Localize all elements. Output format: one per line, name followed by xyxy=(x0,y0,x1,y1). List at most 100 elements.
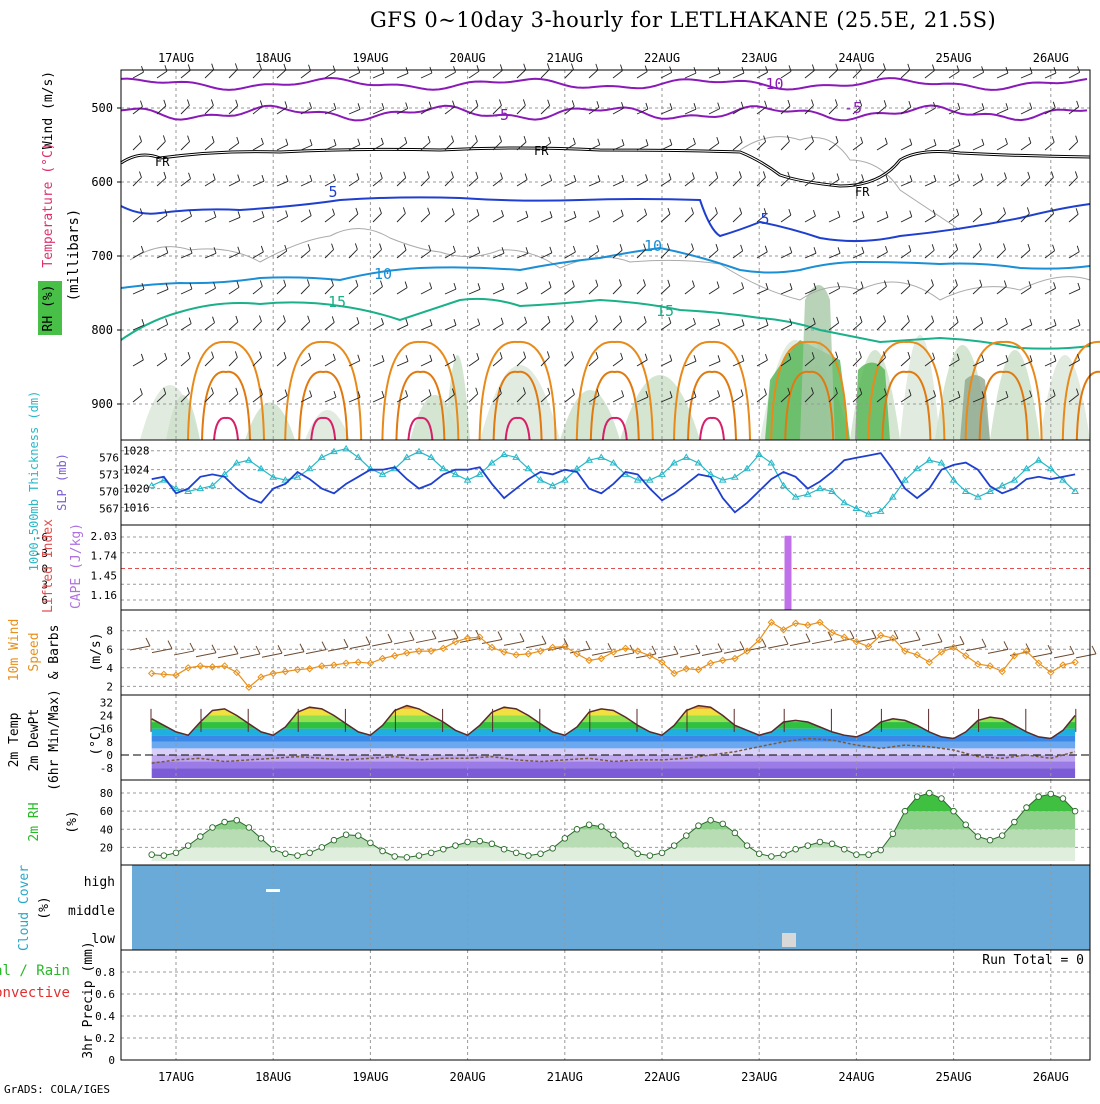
wind-speed-marker xyxy=(743,647,751,655)
cape-bar xyxy=(784,535,792,610)
cloud-level-label: low xyxy=(92,932,116,947)
wind-barb xyxy=(588,216,600,223)
wind-barb xyxy=(396,213,406,223)
wind-barb xyxy=(972,396,985,403)
rh-band xyxy=(151,811,1076,830)
rh-marker xyxy=(865,851,872,858)
wind-barb xyxy=(596,389,600,396)
wind-barb xyxy=(763,208,767,215)
wind-barb xyxy=(405,355,409,362)
wind-barb xyxy=(132,214,143,223)
wind-speed-marker xyxy=(998,667,1006,676)
wind-barb xyxy=(933,390,937,397)
isotherm-20b xyxy=(589,370,640,441)
wind-barb xyxy=(187,352,191,359)
li-tick-label: 3 xyxy=(41,578,48,591)
wind-barb xyxy=(324,179,336,187)
wind-barb xyxy=(636,214,647,223)
rh-shading xyxy=(166,395,200,440)
wind-speed-marker xyxy=(220,662,229,670)
rh-marker xyxy=(950,807,957,815)
wind-barb xyxy=(499,352,503,359)
isotherm-20b xyxy=(978,370,1029,441)
temp-band xyxy=(151,761,1076,769)
wind-barb xyxy=(204,322,215,331)
isotherm-10 xyxy=(120,246,1091,289)
wind-barb xyxy=(852,69,862,79)
wind-barb xyxy=(237,174,241,181)
wind-barb xyxy=(804,252,817,259)
wind-barb xyxy=(1020,72,1033,79)
wind-barb xyxy=(420,360,433,367)
wind-barb xyxy=(546,63,550,70)
rh-marker xyxy=(184,842,192,849)
wind-barb xyxy=(379,172,383,179)
wind-barb-10m xyxy=(129,645,151,651)
wind-speed-marker xyxy=(585,656,593,665)
thickness-marker xyxy=(354,453,363,460)
wind-barb xyxy=(828,216,841,223)
date-label-top: 21AUG xyxy=(547,51,583,65)
slp-tick-label: 1024 xyxy=(123,464,150,477)
wind-barb xyxy=(594,315,598,322)
wind-barb-10m xyxy=(585,640,591,650)
wind-barb xyxy=(300,70,311,79)
wind-barb xyxy=(645,139,649,146)
wind-barb xyxy=(828,288,840,295)
wind-barb xyxy=(156,141,166,151)
isotherm-20 xyxy=(770,340,849,441)
wind-barb xyxy=(420,324,433,331)
wind-barb xyxy=(540,393,551,403)
wind-barb-10m xyxy=(371,641,393,647)
rh-marker xyxy=(452,842,459,849)
wind-barb xyxy=(468,214,480,223)
wind-barb xyxy=(1020,249,1031,259)
wind-barb xyxy=(372,249,382,259)
wind-barb xyxy=(540,287,552,295)
wind-barb xyxy=(972,322,984,331)
wind-barb xyxy=(285,175,289,182)
rh-marker xyxy=(573,826,581,833)
wind-barb xyxy=(228,142,240,151)
wind-barb xyxy=(234,351,238,358)
rh-marker xyxy=(974,833,982,840)
wind-barb xyxy=(669,66,673,73)
wind-barb xyxy=(492,70,503,79)
wind-barb xyxy=(564,394,575,403)
wind-barb xyxy=(588,357,599,367)
date-label-top: 22AUG xyxy=(644,51,680,65)
wind-barb xyxy=(404,136,408,144)
wind-speed-marker xyxy=(488,643,496,652)
rh-marker xyxy=(585,821,593,829)
wind-barb xyxy=(1053,282,1057,289)
wind-barb xyxy=(1005,103,1009,110)
wind-barb xyxy=(492,357,503,367)
wind-speed-marker xyxy=(342,659,350,667)
wind-barb xyxy=(780,358,792,367)
rh-marker xyxy=(683,832,690,839)
wind-barb xyxy=(692,137,696,145)
wind-speed-marker xyxy=(293,665,302,674)
wind-barb xyxy=(660,396,673,403)
wind-barb xyxy=(236,281,240,288)
wind-barb xyxy=(309,139,313,146)
wind-speed-marker xyxy=(1022,647,1031,655)
wind-barb xyxy=(788,353,792,360)
wind-barb xyxy=(924,395,936,403)
wind-barb xyxy=(307,244,311,251)
wind-barb xyxy=(932,352,936,359)
thickness-marker xyxy=(731,473,739,480)
wind-barb xyxy=(1020,108,1032,115)
li-tick-label: 0 xyxy=(41,563,48,576)
date-label-bottom: 17AUG xyxy=(158,1070,194,1084)
wind-barb xyxy=(612,285,622,295)
wind-barb xyxy=(300,144,313,151)
wind-barb xyxy=(588,144,600,151)
wind-barb xyxy=(804,215,816,223)
wind-speed-marker xyxy=(828,628,836,637)
wind-speed-marker xyxy=(1059,661,1067,669)
wind-barb xyxy=(379,243,382,250)
upper-label-wind: Wind (m/s) xyxy=(41,71,56,149)
wind-barb xyxy=(372,396,385,403)
wind-barb xyxy=(165,283,169,290)
